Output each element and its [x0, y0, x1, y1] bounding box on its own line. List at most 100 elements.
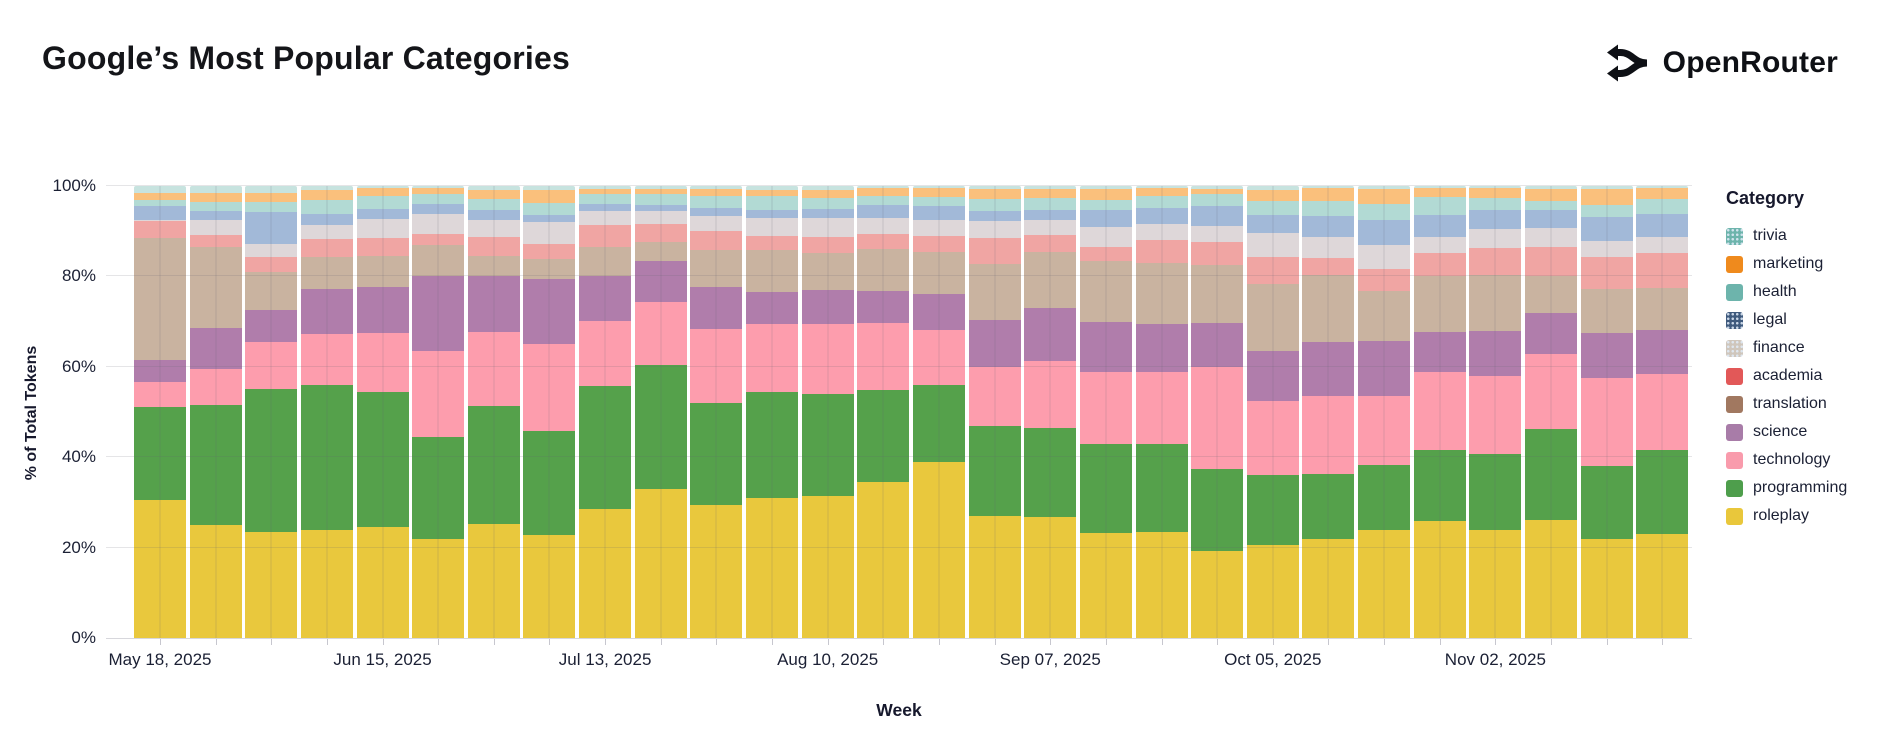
segment-programming[interactable]: [857, 390, 910, 483]
segment-science[interactable]: [968, 319, 1021, 368]
segment-trivia[interactable]: [1413, 186, 1466, 188]
segment-programming[interactable]: [690, 403, 743, 505]
segment-science[interactable]: [912, 294, 965, 330]
segment-academia[interactable]: [1302, 258, 1355, 275]
segment-finance[interactable]: [634, 211, 687, 224]
segment-roleplay[interactable]: [1302, 538, 1355, 638]
segment-programming[interactable]: [1413, 450, 1466, 521]
segment-legal[interactable]: [1469, 210, 1522, 229]
segment-legal[interactable]: [690, 208, 743, 216]
bar-week-jul-27-2025[interactable]: [690, 186, 743, 638]
segment-legal[interactable]: [1580, 216, 1633, 241]
segment-finance[interactable]: [912, 219, 965, 236]
segment-science[interactable]: [1413, 332, 1466, 372]
segment-finance[interactable]: [801, 217, 854, 238]
segment-programming[interactable]: [467, 406, 520, 524]
segment-legal[interactable]: [634, 204, 687, 212]
bar-week-sep-28-2025[interactable]: [1191, 186, 1244, 638]
bar-week-sep-14-2025[interactable]: [1079, 186, 1132, 638]
segment-marketing[interactable]: [1469, 187, 1522, 198]
legend-item-translation[interactable]: translation: [1726, 390, 1878, 418]
segment-technology[interactable]: [189, 369, 242, 406]
segment-roleplay[interactable]: [1024, 516, 1077, 638]
openrouter-logo[interactable]: OpenRouter: [1606, 42, 1838, 84]
bar-week-jun-01-2025[interactable]: [245, 186, 298, 638]
segment-roleplay[interactable]: [412, 538, 465, 638]
segment-translation[interactable]: [857, 248, 910, 291]
segment-trivia[interactable]: [1636, 186, 1689, 189]
bar-week-may-25-2025[interactable]: [189, 186, 242, 638]
bar-week-jun-08-2025[interactable]: [300, 186, 353, 638]
segment-translation[interactable]: [412, 244, 465, 277]
segment-marketing[interactable]: [857, 187, 910, 197]
bar-week-jun-22-2025[interactable]: [412, 186, 465, 638]
segment-legal[interactable]: [1135, 207, 1188, 225]
segment-academia[interactable]: [1413, 253, 1466, 277]
bar-week-jun-29-2025[interactable]: [467, 186, 520, 638]
legend-item-health[interactable]: health: [1726, 278, 1878, 306]
segment-trivia[interactable]: [579, 186, 632, 189]
bar-week-sep-07-2025[interactable]: [1024, 186, 1077, 638]
segment-health[interactable]: [801, 197, 854, 209]
segment-roleplay[interactable]: [1413, 520, 1466, 638]
segment-marketing[interactable]: [1636, 188, 1689, 199]
segment-trivia[interactable]: [1525, 186, 1577, 190]
segment-translation[interactable]: [467, 256, 520, 276]
bar-week-aug-10-2025[interactable]: [801, 186, 854, 638]
segment-science[interactable]: [579, 275, 632, 322]
segment-technology[interactable]: [1191, 366, 1244, 469]
bar-week-oct-19-2025[interactable]: [1358, 186, 1411, 638]
segment-translation[interactable]: [1525, 275, 1577, 314]
segment-translation[interactable]: [1413, 276, 1466, 333]
segment-trivia[interactable]: [1135, 186, 1188, 189]
legend-item-trivia[interactable]: trivia: [1726, 222, 1878, 250]
segment-roleplay[interactable]: [134, 500, 186, 638]
bar-week-oct-26-2025[interactable]: [1413, 186, 1466, 638]
segment-science[interactable]: [634, 261, 687, 302]
segment-translation[interactable]: [1024, 252, 1077, 308]
segment-legal[interactable]: [746, 209, 799, 218]
segment-trivia[interactable]: [1191, 186, 1244, 189]
segment-legal[interactable]: [1525, 210, 1577, 228]
segment-finance[interactable]: [467, 219, 520, 238]
segment-science[interactable]: [1191, 322, 1244, 367]
segment-science[interactable]: [523, 279, 576, 344]
segment-marketing[interactable]: [1135, 188, 1188, 196]
segment-programming[interactable]: [1580, 466, 1633, 539]
segment-trivia[interactable]: [857, 186, 910, 188]
segment-programming[interactable]: [189, 405, 242, 525]
segment-technology[interactable]: [634, 301, 687, 365]
segment-roleplay[interactable]: [1191, 550, 1244, 638]
segment-finance[interactable]: [1413, 237, 1466, 254]
segment-health[interactable]: [857, 196, 910, 206]
segment-academia[interactable]: [857, 233, 910, 249]
segment-finance[interactable]: [189, 220, 242, 236]
segment-science[interactable]: [1135, 323, 1188, 372]
segment-science[interactable]: [356, 286, 409, 333]
segment-science[interactable]: [245, 310, 298, 342]
segment-legal[interactable]: [356, 208, 409, 219]
segment-legal[interactable]: [134, 205, 186, 220]
bar-week-jun-15-2025[interactable]: [356, 186, 409, 638]
segment-translation[interactable]: [746, 250, 799, 293]
segment-legal[interactable]: [1413, 215, 1466, 238]
bar-week-jul-06-2025[interactable]: [523, 186, 576, 638]
segment-finance[interactable]: [1636, 237, 1689, 253]
bar-week-sep-21-2025[interactable]: [1135, 186, 1188, 638]
segment-science[interactable]: [467, 275, 520, 332]
segment-academia[interactable]: [245, 257, 298, 272]
segment-science[interactable]: [1469, 330, 1522, 376]
segment-academia[interactable]: [801, 237, 854, 254]
segment-technology[interactable]: [412, 351, 465, 437]
segment-technology[interactable]: [134, 382, 186, 408]
segment-health[interactable]: [1413, 197, 1466, 216]
segment-academia[interactable]: [300, 239, 353, 258]
segment-marketing[interactable]: [1246, 190, 1299, 201]
segment-programming[interactable]: [634, 364, 687, 489]
segment-programming[interactable]: [746, 391, 799, 498]
segment-legal[interactable]: [467, 210, 520, 220]
segment-trivia[interactable]: [1302, 186, 1355, 189]
segment-trivia[interactable]: [300, 186, 353, 191]
segment-science[interactable]: [134, 360, 186, 383]
segment-health[interactable]: [189, 202, 242, 211]
